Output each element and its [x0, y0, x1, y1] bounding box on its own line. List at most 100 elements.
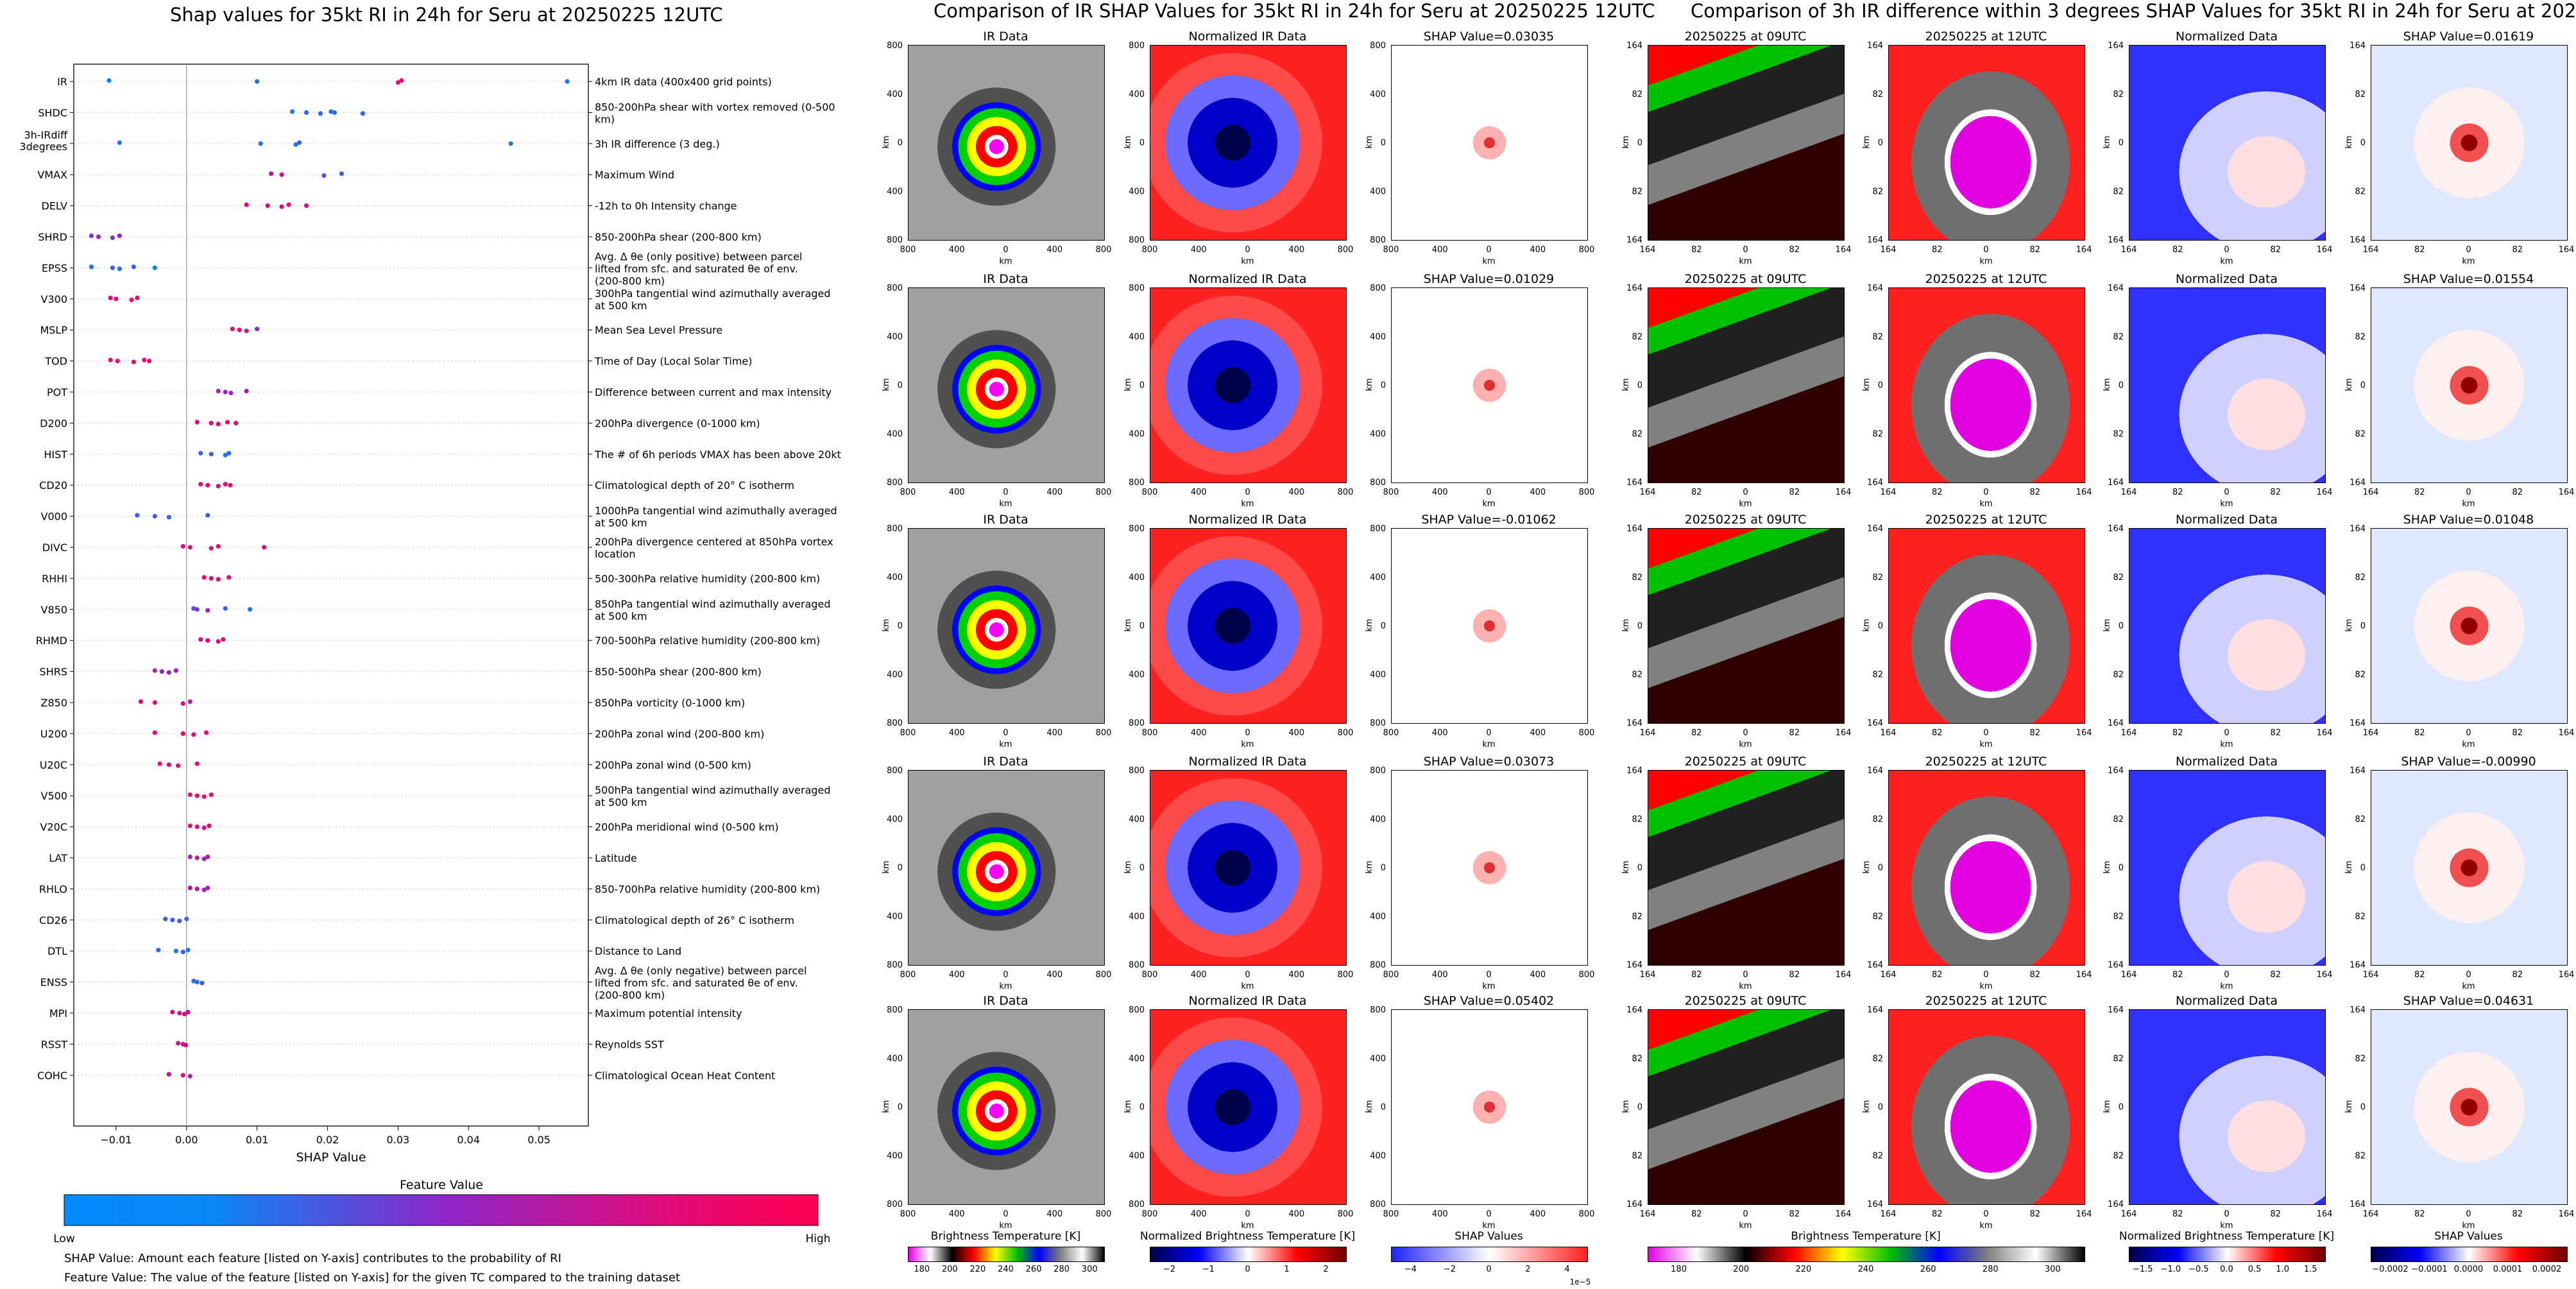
y-axis-unit: km [2103, 378, 2112, 391]
shap-point [205, 513, 210, 518]
x-axis-unit: km [1739, 1221, 1752, 1231]
y-tick-label: 164 [2108, 719, 2124, 728]
shap-point [191, 606, 196, 611]
shap-point [205, 608, 210, 613]
shap-point [209, 545, 214, 551]
x-tick-label: 164 [2076, 728, 2092, 738]
feature-description: 300hPa tangential wind azimuthally avera… [595, 287, 831, 312]
colorbar-tick-label: 0.0000 [2454, 1265, 2484, 1274]
x-tick-label: 82 [2270, 728, 2281, 738]
ir-shap-panel [1391, 528, 1588, 724]
shap-point [187, 854, 192, 860]
shap-point [244, 329, 249, 334]
x-axis-unit: km [1979, 1221, 1992, 1231]
y-tick-label: 164 [1867, 960, 1883, 970]
colorbar-tick-label: 0.0 [2220, 1265, 2233, 1274]
y-tick-label: 400 [1370, 90, 1386, 99]
shap-point [209, 792, 214, 798]
y-tick-label: 800 [1370, 1200, 1386, 1209]
shap-point [108, 357, 113, 363]
x-tick-label: 164 [2559, 728, 2575, 738]
ir-data-panel [908, 287, 1105, 483]
x-tick-label: 164 [1640, 970, 1656, 980]
colorbar-label: Normalized Brightness Temperature [K] [2119, 1230, 2335, 1243]
feature-description: 500-300hPa relative humidity (200-800 km… [595, 572, 820, 585]
y-tick-label: 0 [1139, 139, 1145, 148]
y-tick-label: 400 [1370, 187, 1386, 196]
y-tick-label: 82 [1872, 912, 1883, 921]
shap-point [135, 295, 140, 300]
feature-name: DIVC [42, 542, 67, 554]
y-tick-label: 0 [1381, 139, 1386, 148]
shap-point [399, 78, 404, 83]
colorbar [1150, 1247, 1347, 1262]
x-tick-label: 0.05 [527, 1134, 550, 1146]
shap-point [244, 388, 249, 394]
x-tick-label: 400 [1046, 970, 1062, 980]
y-tick-label: 800 [1129, 478, 1145, 488]
x-tick-label: 800 [1338, 1209, 1354, 1219]
feature-description: Climatological depth of 20° C isotherm [595, 479, 794, 491]
panel-title: 20250225 at 12UTC [1925, 30, 2047, 44]
shap-point [395, 80, 400, 85]
shap-point [182, 1011, 187, 1017]
shap-point [228, 390, 234, 396]
shap-point [115, 359, 120, 364]
x-tick-label: 164 [2121, 245, 2137, 255]
x-tick-label: 0 [2466, 488, 2471, 497]
shap-point [173, 668, 178, 673]
x-tick-label: 0.03 [387, 1134, 410, 1146]
x-tick-label: 800 [1579, 1209, 1595, 1219]
shap-point [135, 513, 140, 518]
x-tick-label: 164 [1881, 1209, 1897, 1219]
y-tick-label: 164 [2108, 478, 2124, 488]
y-tick-label: 0 [1139, 864, 1145, 873]
y-tick-label: 164 [1867, 766, 1883, 776]
x-tick-label: 400 [1288, 1209, 1304, 1219]
shap-point [159, 669, 164, 674]
shap-point [237, 327, 242, 332]
y-axis-unit: km [882, 860, 891, 873]
x-tick-label: 164 [2076, 970, 2092, 980]
x-tick-label: 164 [2317, 245, 2333, 255]
shap-point [131, 264, 136, 269]
colorbar-ticks: 180 200 220 240 260 280 300 [914, 1265, 1097, 1274]
shap-point [205, 885, 210, 891]
y-tick-label: 82 [1632, 1151, 1642, 1161]
y-tick-label: 82 [1632, 670, 1642, 679]
y-tick-label: 0 [2119, 1103, 2124, 1113]
shap-point [223, 606, 228, 611]
shap-point [198, 450, 203, 456]
y-tick-label: 0 [2360, 622, 2366, 631]
y-tick-label: 164 [2350, 766, 2366, 776]
x-tick-label: 400 [1288, 488, 1304, 497]
shap-point [180, 731, 185, 736]
y-axis-unit: km [1621, 1100, 1631, 1113]
colorbar-low: Low [53, 1233, 75, 1245]
x-tick-label: 164 [2363, 970, 2379, 980]
x-tick-label: 800 [1338, 728, 1354, 738]
x-tick-label: 0 [1003, 488, 1008, 497]
y-tick-label: 800 [1370, 1005, 1386, 1015]
colorbar [1648, 1247, 2085, 1262]
x-tick-label: 800 [1142, 488, 1158, 497]
y-tick-label: 82 [2355, 429, 2366, 439]
panel-title: 20250225 at 09UTC [1684, 755, 1807, 769]
x-tick-label: 800 [1579, 970, 1595, 980]
panel-title: 20250225 at 12UTC [1925, 513, 2047, 527]
y-tick-label: 164 [2108, 235, 2124, 245]
colorbar-tick-label: 1.0 [2276, 1265, 2289, 1274]
shap-point [175, 1041, 181, 1046]
x-tick-label: 164 [2121, 488, 2137, 497]
shap-point [180, 543, 185, 549]
feature-description: 850hPa tangential wind azimuthally avera… [595, 598, 831, 622]
y-tick-label: 800 [1129, 719, 1145, 728]
feature-description: 850hPa vorticity (0-1000 km) [595, 697, 745, 709]
x-tick-label: 82 [2512, 728, 2523, 738]
x-tick-label: 0.00 [175, 1134, 198, 1146]
